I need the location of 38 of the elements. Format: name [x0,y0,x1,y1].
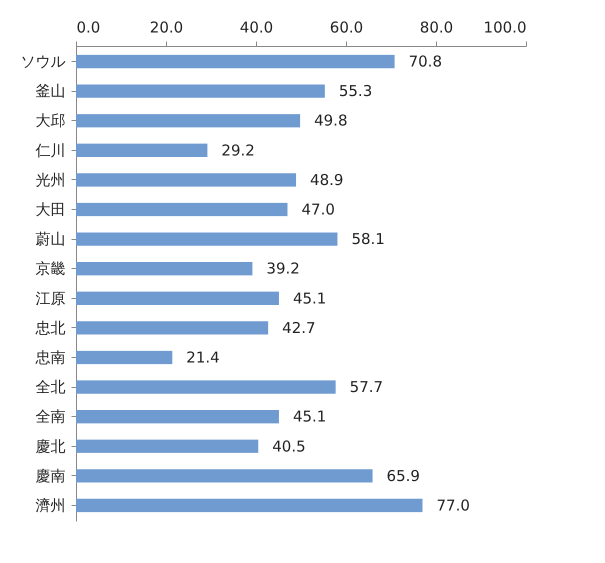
y-tick-label: 忠北 [34,318,66,337]
data-label: 49.8 [314,112,348,130]
x-tick-label: 0.0 [76,18,100,36]
y-tick-label: 慶南 [36,466,66,485]
y-tick-label: 大邱 [36,112,66,130]
y-tick-label: 江原 [36,289,66,308]
y-tick-label: 京畿 [36,260,66,278]
y-tick-label: ソウル [20,52,66,71]
y-tick-label: 仁川 [34,141,66,160]
y-tick-label: 忠南 [34,348,66,366]
data-label: 77.0 [436,496,470,514]
y-tick-label: 慶北 [36,437,66,456]
x-tick-label: 60.0 [330,18,364,36]
x-tick-label: 100.0 [484,18,526,36]
x-tick-label: 40.0 [240,18,274,36]
y-tick-label: 全北 [36,378,66,396]
data-label: 45.1 [292,289,326,308]
data-label: 65.9 [386,466,420,485]
data-label: 70.8 [408,52,442,71]
data-label: 21.4 [186,348,220,366]
data-label: 42.7 [282,318,316,337]
y-tick-label: 大田 [36,200,66,219]
y-tick-label: 蔚山 [36,230,66,248]
data-label: 40.5 [272,437,306,456]
x-tick-label: 80.0 [420,18,454,36]
y-tick-label: 全南 [36,408,66,426]
y-tick-label: 光州 [36,170,66,189]
data-label: 47.0 [302,200,335,219]
x-tick-label: 20.0 [150,18,184,36]
data-label: 39.2 [266,260,300,278]
y-tick-label: 濟州 [36,496,66,514]
data-label: 58.1 [351,230,385,248]
data-label: 45.1 [292,408,326,426]
data-label: 29.2 [221,141,255,160]
y-tick-label: 釜山 [36,82,66,100]
data-label: 57.7 [350,378,384,396]
data-label: 55.3 [338,82,372,100]
data-label: 48.9 [310,170,344,189]
